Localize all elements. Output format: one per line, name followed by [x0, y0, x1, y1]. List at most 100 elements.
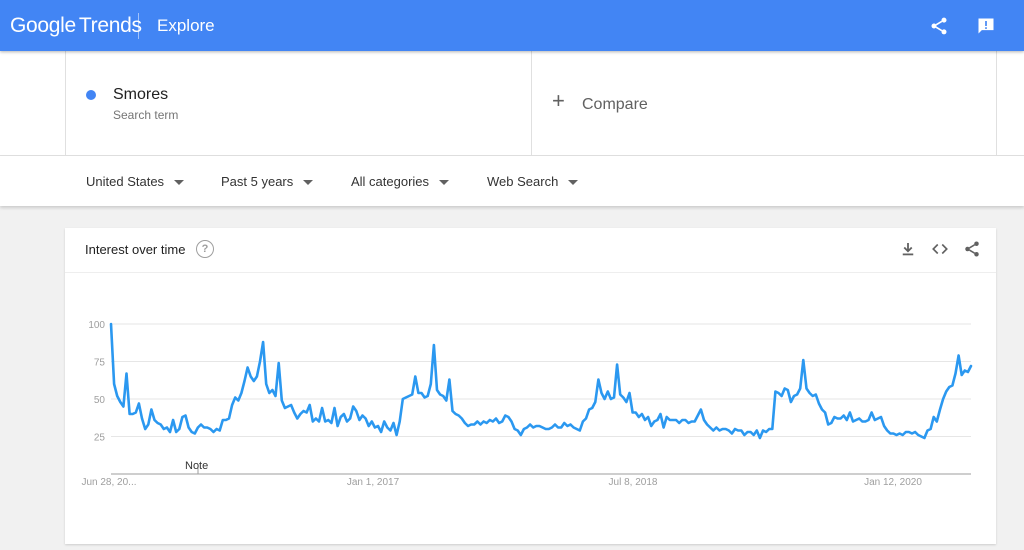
data-point	[113, 383, 115, 385]
embed-icon[interactable]	[931, 240, 949, 258]
data-point	[234, 396, 236, 399]
data-point	[768, 428, 770, 430]
share-icon[interactable]	[929, 16, 949, 36]
data-point	[237, 399, 240, 402]
data-point	[408, 395, 410, 397]
data-point	[681, 419, 684, 421]
download-icon[interactable]	[899, 240, 917, 258]
data-point	[690, 420, 693, 423]
data-point	[566, 425, 569, 427]
google-trends-logo[interactable]: Google Trends	[10, 14, 142, 38]
data-point	[951, 384, 954, 387]
data-point	[675, 419, 677, 421]
data-point	[249, 375, 252, 378]
plus-icon: +	[552, 88, 565, 113]
data-point	[669, 419, 671, 421]
data-point	[122, 405, 125, 408]
data-point	[501, 420, 504, 423]
data-point	[200, 423, 202, 426]
data-point	[811, 395, 814, 397]
data-point	[697, 414, 699, 417]
data-point	[737, 429, 739, 432]
data-point	[970, 365, 972, 367]
data-point	[212, 431, 215, 433]
help-icon[interactable]: ?	[196, 240, 214, 258]
data-point	[461, 417, 463, 420]
data-point	[464, 422, 466, 424]
data-point	[159, 423, 162, 426]
data-point	[827, 423, 829, 426]
data-point	[960, 374, 963, 376]
data-point	[433, 344, 435, 346]
data-point	[644, 419, 646, 421]
filter-region[interactable]: United States	[86, 174, 185, 189]
data-point	[647, 416, 649, 418]
data-point	[398, 420, 401, 423]
data-point	[485, 422, 488, 424]
data-point	[454, 413, 457, 415]
data-point	[352, 405, 355, 408]
data-point	[498, 422, 500, 424]
filter-search-type[interactable]: Web Search	[487, 174, 579, 189]
data-point	[889, 432, 892, 435]
filter-category[interactable]: All categories	[351, 174, 450, 189]
data-point	[870, 411, 873, 414]
feedback-icon[interactable]	[976, 16, 996, 36]
data-point	[749, 431, 752, 433]
share-icon[interactable]	[963, 240, 981, 258]
data-point	[430, 383, 432, 385]
data-point	[287, 405, 289, 408]
data-point	[504, 414, 507, 417]
data-point	[225, 419, 227, 421]
data-point	[898, 432, 901, 435]
data-point	[597, 378, 600, 381]
data-point	[591, 407, 593, 409]
y-tick-label: 100	[88, 320, 105, 331]
data-point	[541, 426, 544, 429]
data-point	[917, 434, 919, 436]
x-tick-label: Jan 12, 2020	[864, 477, 922, 488]
data-point	[892, 432, 895, 435]
data-point	[886, 429, 888, 432]
data-point	[374, 426, 376, 429]
data-point	[687, 422, 690, 424]
data-point	[268, 392, 271, 394]
data-point	[743, 434, 746, 436]
data-point	[218, 429, 221, 432]
data-point	[190, 431, 193, 433]
search-term-card[interactable]: Smores Search term	[65, 51, 532, 155]
compare-card[interactable]: + Compare	[531, 51, 997, 155]
data-point	[209, 428, 212, 430]
data-point	[793, 395, 795, 397]
data-point	[895, 434, 898, 436]
data-point	[929, 428, 932, 430]
data-point	[619, 393, 621, 396]
data-point	[883, 425, 885, 427]
data-point	[901, 434, 904, 436]
data-point	[243, 380, 246, 382]
data-point	[665, 416, 668, 418]
data-point	[172, 419, 174, 421]
filter-time-label: Past 5 years	[221, 174, 294, 189]
data-point	[144, 428, 146, 430]
data-point	[479, 423, 482, 426]
data-point	[957, 354, 960, 357]
data-point	[796, 393, 798, 396]
data-point	[718, 429, 721, 432]
search-term-name[interactable]: Smores	[113, 86, 169, 103]
filter-time-range[interactable]: Past 5 years	[221, 174, 314, 189]
data-point	[746, 431, 749, 433]
data-point	[964, 369, 966, 372]
data-point	[355, 410, 358, 412]
data-point	[684, 419, 687, 421]
data-point	[405, 396, 407, 399]
data-point	[874, 419, 876, 421]
data-point	[436, 389, 438, 391]
data-point	[700, 408, 702, 411]
data-point	[380, 431, 382, 433]
data-point	[942, 398, 944, 400]
data-point	[945, 390, 947, 393]
data-point	[448, 378, 451, 381]
data-point	[771, 428, 774, 430]
y-tick-label: 75	[94, 358, 106, 369]
